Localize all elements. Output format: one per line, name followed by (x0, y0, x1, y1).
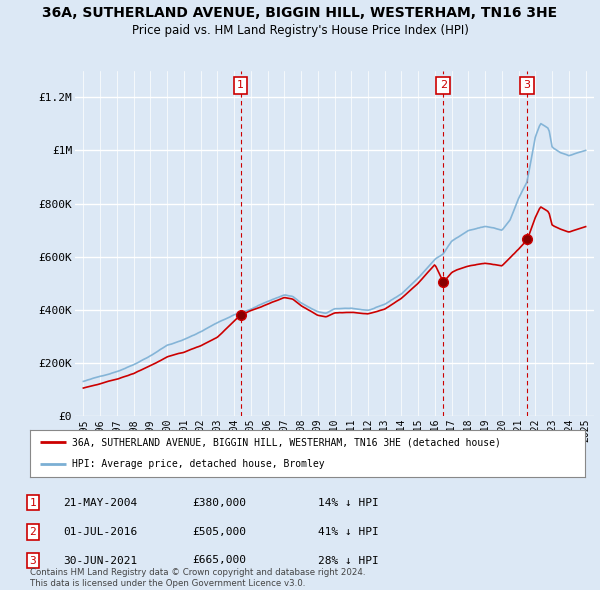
Text: £665,000: £665,000 (192, 556, 246, 565)
Text: 2: 2 (440, 80, 447, 90)
Text: 1: 1 (237, 80, 244, 90)
Text: 1: 1 (29, 498, 37, 507)
Text: 3: 3 (524, 80, 530, 90)
Text: 28% ↓ HPI: 28% ↓ HPI (318, 556, 379, 565)
Text: £380,000: £380,000 (192, 498, 246, 507)
Text: 01-JUL-2016: 01-JUL-2016 (63, 527, 137, 537)
Text: 36A, SUTHERLAND AVENUE, BIGGIN HILL, WESTERHAM, TN16 3HE: 36A, SUTHERLAND AVENUE, BIGGIN HILL, WES… (43, 6, 557, 20)
Text: 41% ↓ HPI: 41% ↓ HPI (318, 527, 379, 537)
Text: 2: 2 (29, 527, 37, 537)
Text: 36A, SUTHERLAND AVENUE, BIGGIN HILL, WESTERHAM, TN16 3HE (detached house): 36A, SUTHERLAND AVENUE, BIGGIN HILL, WES… (71, 437, 500, 447)
Text: 14% ↓ HPI: 14% ↓ HPI (318, 498, 379, 507)
Text: 21-MAY-2004: 21-MAY-2004 (63, 498, 137, 507)
Text: 30-JUN-2021: 30-JUN-2021 (63, 556, 137, 565)
Text: Contains HM Land Registry data © Crown copyright and database right 2024.
This d: Contains HM Land Registry data © Crown c… (30, 568, 365, 588)
Text: 3: 3 (29, 556, 37, 565)
Text: £505,000: £505,000 (192, 527, 246, 537)
Text: HPI: Average price, detached house, Bromley: HPI: Average price, detached house, Brom… (71, 459, 324, 469)
Text: Price paid vs. HM Land Registry's House Price Index (HPI): Price paid vs. HM Land Registry's House … (131, 24, 469, 37)
